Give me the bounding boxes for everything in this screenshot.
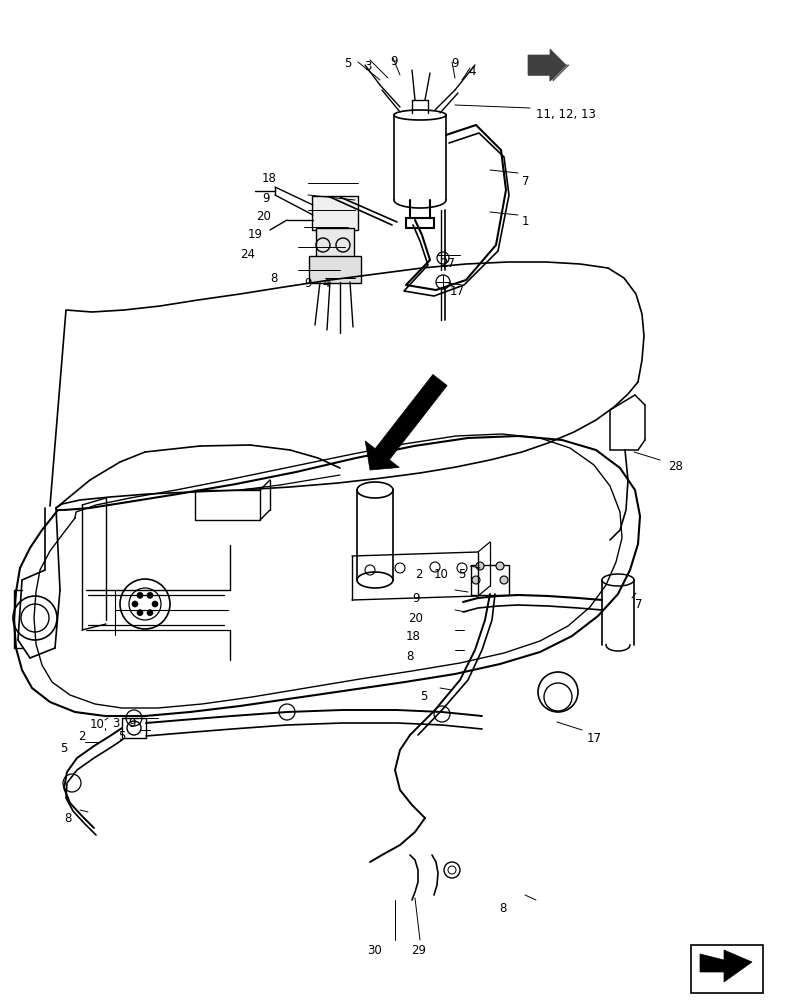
Circle shape <box>476 562 484 570</box>
Text: 30: 30 <box>367 944 381 957</box>
Circle shape <box>132 601 138 607</box>
Text: 24: 24 <box>240 248 255 261</box>
Text: 20: 20 <box>408 612 423 625</box>
FancyBboxPatch shape <box>312 196 358 230</box>
Circle shape <box>496 562 504 570</box>
Text: 5: 5 <box>60 742 67 755</box>
FancyBboxPatch shape <box>316 228 354 258</box>
Text: 18: 18 <box>406 630 421 643</box>
Text: 27: 27 <box>440 257 455 270</box>
Text: 3: 3 <box>364 60 372 73</box>
Circle shape <box>137 610 143 616</box>
Text: 5: 5 <box>344 57 351 70</box>
Text: 9: 9 <box>390 55 398 68</box>
Text: 9: 9 <box>412 592 419 605</box>
FancyBboxPatch shape <box>471 565 509 595</box>
Circle shape <box>152 601 158 607</box>
Text: 29: 29 <box>411 944 426 957</box>
Polygon shape <box>700 950 752 982</box>
Polygon shape <box>528 49 566 81</box>
Text: 7: 7 <box>522 175 529 188</box>
Circle shape <box>147 592 153 598</box>
Text: 2: 2 <box>415 568 423 581</box>
Text: 7: 7 <box>635 598 642 611</box>
Polygon shape <box>528 65 569 81</box>
Text: 4: 4 <box>468 65 475 78</box>
Text: 18: 18 <box>262 172 277 185</box>
Text: 28: 28 <box>668 460 683 473</box>
Text: 9: 9 <box>128 717 136 730</box>
Text: 17: 17 <box>450 285 465 298</box>
Polygon shape <box>365 374 447 470</box>
Text: 5: 5 <box>420 690 427 703</box>
Text: 9: 9 <box>262 192 270 205</box>
Text: 8: 8 <box>406 650 414 663</box>
Text: 9: 9 <box>451 57 458 70</box>
Text: 5: 5 <box>118 730 125 743</box>
Text: 9: 9 <box>304 277 312 290</box>
FancyBboxPatch shape <box>691 945 763 993</box>
FancyBboxPatch shape <box>309 256 361 283</box>
Text: 20: 20 <box>256 210 271 223</box>
Circle shape <box>472 576 480 584</box>
Text: 4: 4 <box>322 277 330 290</box>
Text: 1: 1 <box>522 215 529 228</box>
Text: 10: 10 <box>90 718 105 731</box>
Circle shape <box>147 610 153 616</box>
Text: 2: 2 <box>78 730 86 743</box>
Text: 17: 17 <box>587 732 602 745</box>
Text: 8: 8 <box>64 812 71 825</box>
Text: 8: 8 <box>270 272 277 285</box>
Text: 8: 8 <box>499 902 507 915</box>
Circle shape <box>500 576 508 584</box>
Text: 5: 5 <box>458 568 465 581</box>
Text: 11, 12, 13: 11, 12, 13 <box>536 108 595 121</box>
Circle shape <box>137 592 143 598</box>
Text: 3: 3 <box>112 717 120 730</box>
Text: 19: 19 <box>248 228 263 241</box>
Text: 10: 10 <box>434 568 449 581</box>
